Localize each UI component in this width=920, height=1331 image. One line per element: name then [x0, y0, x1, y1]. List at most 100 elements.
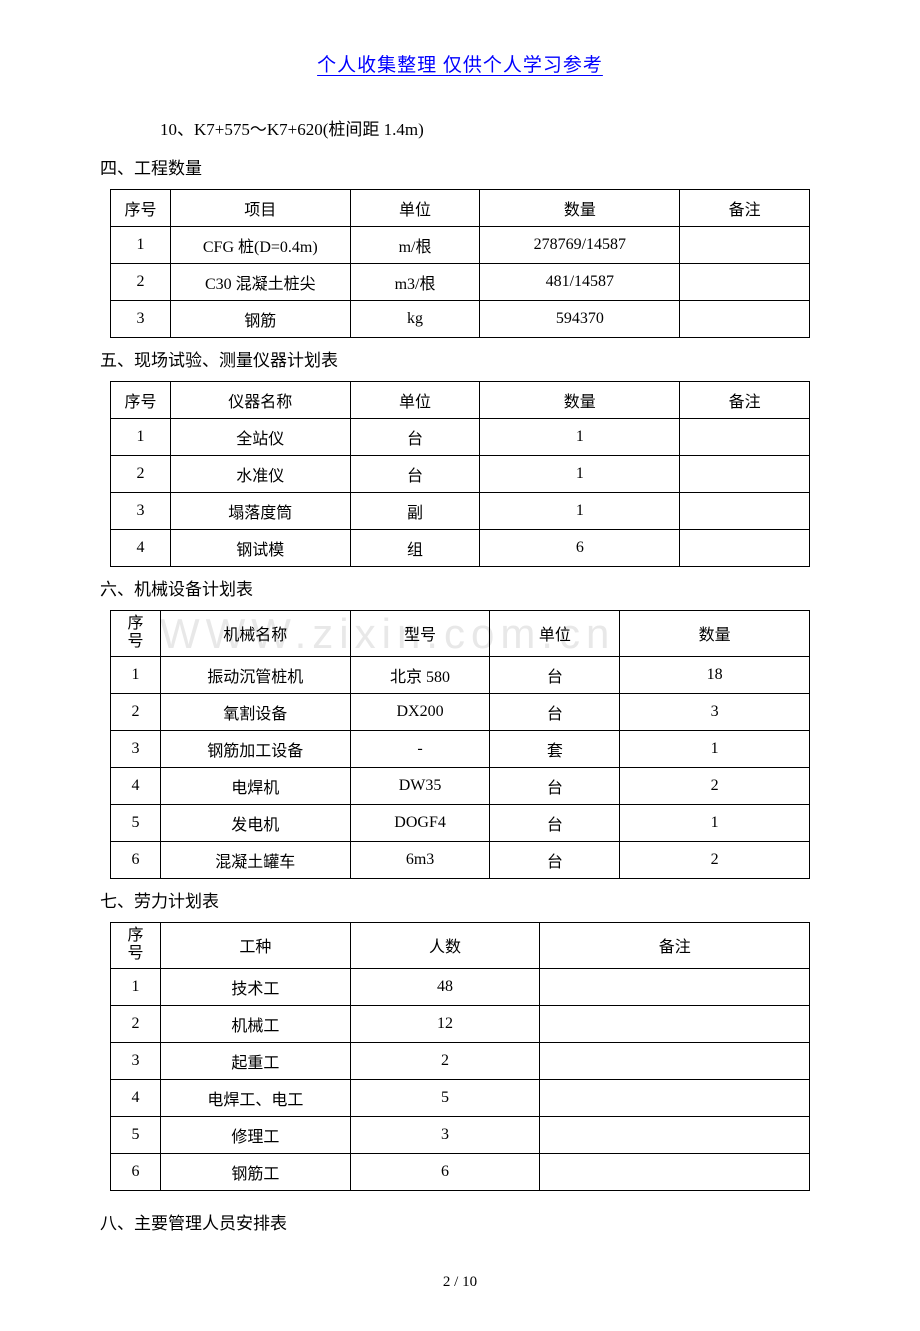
- table-cell: 台: [350, 419, 480, 456]
- table-cell: 1: [480, 419, 680, 456]
- section-6-title: 六、机械设备计划表: [100, 575, 820, 600]
- table-cell: 振动沉管桩机: [160, 656, 350, 693]
- table-cell: 电焊机: [160, 767, 350, 804]
- table-row: 1技术工48: [111, 968, 810, 1005]
- table-cell: 1: [111, 968, 161, 1005]
- table-cell: 1: [480, 493, 680, 530]
- table-cell: 技术工: [160, 968, 350, 1005]
- table-row: 3钢筋kg594370: [111, 301, 810, 338]
- section-8-title: 八、主要管理人员安排表: [100, 1209, 820, 1234]
- table-header-cell: 工种: [160, 922, 350, 968]
- table-cell: [680, 419, 810, 456]
- section-7-title: 七、劳力计划表: [100, 887, 820, 912]
- table-cell: 5: [111, 1116, 161, 1153]
- table-6: 序号机械名称型号单位数量1振动沉管桩机北京 580台182氧割设备DX200台3…: [110, 610, 810, 879]
- table-header-cell: 序号: [111, 611, 161, 657]
- table-cell: 6: [111, 841, 161, 878]
- table-cell: 台: [490, 656, 620, 693]
- table-5: 序号仪器名称单位数量备注1全站仪台12水准仪台13塌落度筒副14钢试模组6: [110, 381, 810, 567]
- table-header-row: 序号仪器名称单位数量备注: [111, 382, 810, 419]
- table-cell: 钢筋工: [160, 1153, 350, 1190]
- table-cell: 4: [111, 767, 161, 804]
- table-cell: 台: [490, 767, 620, 804]
- table-row: 2水准仪台1: [111, 456, 810, 493]
- table-header-row: 序号工种人数备注: [111, 922, 810, 968]
- table-cell: 481/14587: [480, 264, 680, 301]
- table-cell: 2: [111, 456, 171, 493]
- table-header-cell: 备注: [540, 922, 810, 968]
- table-cell: 2: [620, 767, 810, 804]
- table-header-cell: 单位: [350, 190, 480, 227]
- table-cell: DX200: [350, 693, 490, 730]
- table-cell: CFG 桩(D=0.4m): [170, 227, 350, 264]
- table-row: 3塌落度筒副1: [111, 493, 810, 530]
- table-row: 5修理工3: [111, 1116, 810, 1153]
- page-number: 2 / 10: [100, 1274, 820, 1291]
- table-cell: [680, 301, 810, 338]
- table-header-cell: 数量: [480, 382, 680, 419]
- table-cell: 1: [111, 656, 161, 693]
- table-cell: 1: [111, 419, 171, 456]
- table-header-cell: 仪器名称: [170, 382, 350, 419]
- table-header-cell: 数量: [480, 190, 680, 227]
- table-header-cell: 序号: [111, 922, 161, 968]
- table-cell: 北京 580: [350, 656, 490, 693]
- table-row: 2C30 混凝土桩尖m3/根481/14587: [111, 264, 810, 301]
- table-cell: 3: [620, 693, 810, 730]
- table-cell: 2: [111, 1005, 161, 1042]
- section-5-title: 五、现场试验、测量仪器计划表: [100, 346, 820, 371]
- page-header: 个人收集整理 仅供个人学习参考: [100, 50, 820, 77]
- table-cell: 1: [480, 456, 680, 493]
- table-cell: 4: [111, 530, 171, 567]
- table-cell: 台: [350, 456, 480, 493]
- table-row: 4电焊机DW35台2: [111, 767, 810, 804]
- table-cell: -: [350, 730, 490, 767]
- table-cell: [540, 1153, 810, 1190]
- table-cell: 氧割设备: [160, 693, 350, 730]
- table-cell: m3/根: [350, 264, 480, 301]
- table-header-cell: 单位: [490, 611, 620, 657]
- table-row: 1CFG 桩(D=0.4m)m/根278769/14587: [111, 227, 810, 264]
- table-cell: 3: [111, 730, 161, 767]
- table-row: 1全站仪台1: [111, 419, 810, 456]
- table-cell: [540, 968, 810, 1005]
- table-cell: DOGF4: [350, 804, 490, 841]
- table-cell: 起重工: [160, 1042, 350, 1079]
- table-cell: 18: [620, 656, 810, 693]
- table-cell: 副: [350, 493, 480, 530]
- table-header-cell: 单位: [350, 382, 480, 419]
- table-cell: 594370: [480, 301, 680, 338]
- header-text: 个人收集整理 仅供个人学习参考: [317, 55, 603, 76]
- table-cell: 台: [490, 693, 620, 730]
- table-header-cell: 备注: [680, 382, 810, 419]
- table-cell: 2: [111, 264, 171, 301]
- table-cell: 钢试模: [170, 530, 350, 567]
- table-cell: 6m3: [350, 841, 490, 878]
- table-cell: [680, 530, 810, 567]
- table-cell: m/根: [350, 227, 480, 264]
- table-row: 3钢筋加工设备-套1: [111, 730, 810, 767]
- table-header-cell: 序号: [111, 190, 171, 227]
- table-cell: 3: [111, 301, 171, 338]
- table-cell: 6: [111, 1153, 161, 1190]
- table-cell: 1: [620, 730, 810, 767]
- table-row: 4钢试模组6: [111, 530, 810, 567]
- table-cell: 钢筋加工设备: [160, 730, 350, 767]
- table-cell: 钢筋: [170, 301, 350, 338]
- table-header-cell: 数量: [620, 611, 810, 657]
- table-header-row: 序号机械名称型号单位数量: [111, 611, 810, 657]
- table-row: 4电焊工、电工5: [111, 1079, 810, 1116]
- table-header-row: 序号项目单位数量备注: [111, 190, 810, 227]
- table-cell: 278769/14587: [480, 227, 680, 264]
- table-cell: 1: [111, 227, 171, 264]
- table-header-cell: 备注: [680, 190, 810, 227]
- table-cell: 组: [350, 530, 480, 567]
- table-row: 6混凝土罐车6m3台2: [111, 841, 810, 878]
- table-cell: 6: [350, 1153, 540, 1190]
- table-row: 2氧割设备DX200台3: [111, 693, 810, 730]
- table-cell: DW35: [350, 767, 490, 804]
- table-4: 序号项目单位数量备注1CFG 桩(D=0.4m)m/根278769/145872…: [110, 189, 810, 338]
- table-cell: [680, 264, 810, 301]
- table-cell: 2: [350, 1042, 540, 1079]
- table-cell: C30 混凝土桩尖: [170, 264, 350, 301]
